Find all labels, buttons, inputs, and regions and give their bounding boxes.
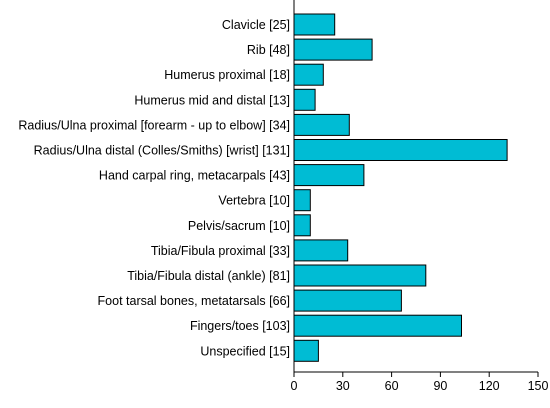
bar-unspecified-15: [293, 339, 319, 362]
category-label: Fingers/toes [103]: [190, 319, 290, 333]
category-label: Humerus mid and distal [13]: [134, 93, 290, 107]
bar-vertebra-10: [293, 189, 311, 212]
bar-pelvis-sacrum-10: [293, 214, 311, 237]
bar-humerus-mid-and-distal-13: [293, 88, 316, 111]
x-tick-label: 0: [291, 379, 298, 393]
bar-radius-ulna-proximal-forearm-up-to-elbow-34: [293, 113, 350, 136]
category-label: Radius/Ulna distal (Colles/Smiths) [wris…: [34, 144, 290, 158]
category-label: Vertebra [10]: [218, 194, 290, 208]
category-label: Tibia/Fibula distal (ankle) [81]: [127, 269, 290, 283]
x-tick-label: 90: [433, 379, 447, 393]
category-label: Foot tarsal bones, metatarsals [66]: [98, 294, 290, 308]
category-label: Hand carpal ring, metacarpals [43]: [99, 169, 290, 183]
x-tick-label: 120: [479, 379, 500, 393]
bar-fingers-toes-103: [293, 314, 462, 337]
bar-clavicle-25: [293, 13, 336, 36]
bar-tibia-fibula-proximal-33: [293, 239, 349, 262]
bar-foot-tarsal-bones-metatarsals-66: [293, 289, 402, 312]
category-labels: Clavicle [25] Rib [48] Humerus proximal [1…: [18, 18, 290, 358]
x-tick-label: 150: [528, 379, 549, 393]
category-label: Clavicle [25]: [222, 18, 290, 32]
bar-tibia-fibula-distal-ankle-81: [293, 264, 427, 287]
category-label: Unspecified [15]: [200, 344, 290, 358]
category-label: Humerus proximal [18]: [164, 68, 290, 82]
bar-radius-ulna-distal-colles-smiths-wrist-131: [293, 139, 508, 161]
bar-rib-48: [293, 38, 373, 61]
bars-layer: [293, 13, 508, 362]
x-tick-label: 30: [336, 379, 350, 393]
category-label: Pelvis/sacrum [10]: [188, 219, 290, 233]
category-label: Rib [48]: [247, 43, 290, 57]
category-label: Radius/Ulna proximal [forearm - up to el…: [18, 118, 290, 132]
bar-humerus-proximal-18: [293, 63, 324, 86]
x-tick-label: 60: [385, 379, 399, 393]
bar-hand-carpal-ring-metacarpals-43: [293, 164, 365, 187]
x-axis-ticks: 0 30 60 90 120 150: [291, 372, 549, 393]
category-label: Tibia/Fibula proximal [33]: [151, 244, 290, 258]
